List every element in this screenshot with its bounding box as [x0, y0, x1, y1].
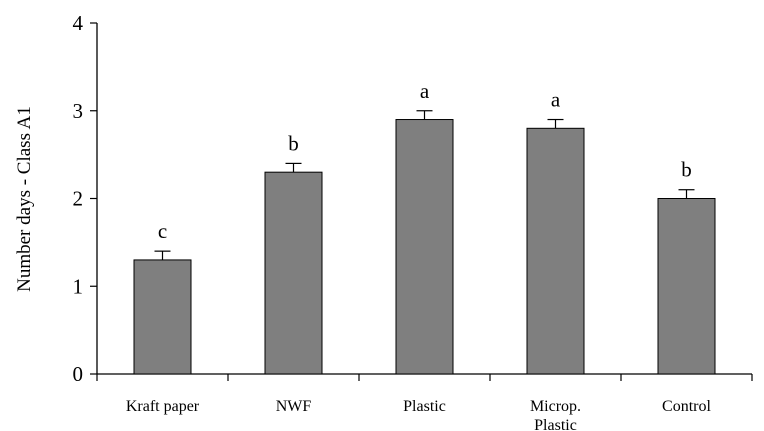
- y-tick-label-4: 4: [73, 11, 84, 35]
- x-tick-label-0: Kraft paper: [126, 398, 200, 415]
- labels: c Kraft paper b NWF a Plastic a Microp. Plastic b…: [126, 79, 712, 431]
- y-axis-title: Number days - Class A1: [14, 106, 35, 292]
- significance-label-2: a: [420, 79, 430, 103]
- y-tick-label-2: 2: [73, 187, 84, 211]
- y-tick-label-0: 0: [73, 362, 84, 386]
- x-tick-label-3: Microp. Plastic: [530, 398, 581, 431]
- significance-label-0: c: [158, 219, 167, 243]
- bar-0: [133, 259, 192, 375]
- x-tick-label-4: Control: [662, 398, 711, 415]
- significance-label-1: b: [288, 131, 299, 155]
- x-tick-label-2: Plastic: [403, 398, 446, 415]
- bar-3: [526, 127, 585, 375]
- bars: [133, 110, 716, 375]
- y-tick-label-1: 1: [73, 274, 84, 298]
- x-tick-label-1: NWF: [276, 398, 312, 415]
- bar-1: [264, 171, 323, 375]
- significance-label-3: a: [551, 88, 561, 112]
- bar-4: [657, 198, 716, 375]
- y-tick-label-3: 3: [73, 99, 84, 123]
- axes: 0 1 2 3 4: [73, 11, 753, 386]
- bar-2: [395, 119, 454, 375]
- significance-label-4: b: [681, 158, 692, 182]
